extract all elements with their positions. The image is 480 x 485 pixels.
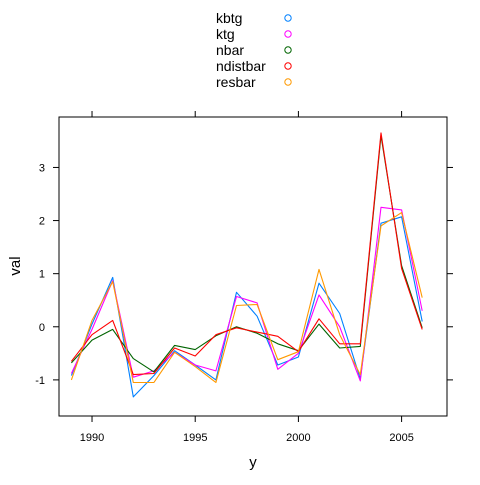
x-tick-label: 2000 [286, 432, 310, 444]
legend-marker-nbar [284, 46, 292, 54]
series-line-resbar [70, 212, 423, 384]
legend-label-ktg: ktg [216, 26, 235, 42]
y-tick-label: -1 [35, 375, 45, 387]
x-axis-title: y [249, 454, 257, 471]
legend-label-resbar: resbar [216, 74, 256, 90]
legend-marker-kbtg [284, 14, 292, 22]
legend-marker-resbar [284, 78, 292, 86]
legend-label-ndistbar: ndistbar [216, 58, 266, 74]
x-tick-label: 1995 [183, 432, 207, 444]
series-line-ktg [70, 206, 423, 382]
y-tick-label: 1 [39, 269, 45, 281]
y-tick-label: 2 [39, 216, 45, 228]
legend-marker-ktg [284, 30, 292, 38]
y-tick-label: 0 [39, 322, 45, 334]
y-axis-title: val [7, 256, 24, 275]
legend-label-nbar: nbar [216, 42, 244, 58]
x-tick-label: 2005 [389, 432, 413, 444]
plot-frame [58, 116, 448, 417]
plot-lines [70, 132, 423, 398]
x-tick-label: 1990 [80, 432, 104, 444]
legend-marker-ndistbar [284, 62, 292, 70]
y-tick-label: 3 [39, 162, 45, 174]
axes: 1990 1995 2000 2005 -1 0 1 2 3 [35, 111, 453, 444]
legend-label-kbtg: kbtg [216, 10, 242, 26]
